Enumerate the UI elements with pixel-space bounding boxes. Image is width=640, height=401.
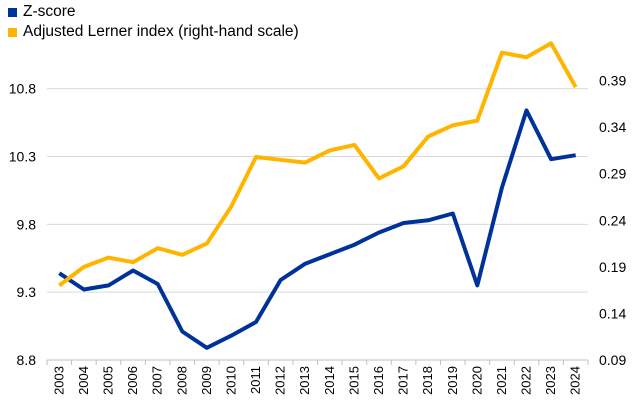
right-tick-label: 0.39	[599, 73, 626, 89]
chart-legend: Z-score Adjusted Lerner index (right-han…	[8, 2, 299, 42]
x-tick-label: 2016	[371, 366, 386, 395]
right-tick-label: 0.29	[599, 166, 626, 182]
x-tick-label: 2006	[125, 366, 140, 395]
x-tick-label: 2003	[51, 366, 66, 395]
legend-swatch-lerner	[8, 27, 17, 37]
x-tick-label: 2013	[297, 366, 312, 395]
legend-label-zscore: Z-score	[23, 3, 76, 20]
left-tick-label: 9.8	[17, 216, 37, 232]
right-tick-label: 0.14	[599, 305, 626, 321]
left-tick-label: 10.3	[9, 149, 36, 165]
x-tick-label: 2007	[150, 366, 165, 395]
left-tick-label: 10.8	[9, 81, 36, 97]
right-axis-labels: 0.09 0.14 0.19 0.24 0.29 0.34 0.39	[599, 73, 626, 368]
x-tick-label: 2012	[273, 366, 288, 395]
x-tick-label: 2024	[568, 366, 583, 395]
right-tick-label: 0.34	[599, 119, 626, 135]
left-tick-label: 9.3	[17, 284, 37, 300]
legend-item-zscore: Z-score	[8, 2, 299, 22]
x-axis-labels: 2003 2004 2005 2006 2007 2008 2009 2010 2011 2012…	[51, 366, 582, 395]
x-tick-label: 2019	[445, 366, 460, 395]
x-tick-label: 2020	[469, 366, 484, 395]
x-tick-label: 2010	[223, 366, 238, 395]
x-tick-label: 2022	[519, 366, 534, 395]
x-tick-label: 2005	[100, 366, 115, 395]
left-axis-labels: 8.8 9.3 9.8 10.3 10.8	[9, 81, 36, 368]
x-tick-label: 2014	[322, 366, 337, 395]
x-tick-label: 2004	[76, 366, 91, 395]
x-tick-label: 2009	[199, 366, 214, 395]
legend-swatch-zscore	[8, 7, 17, 17]
x-tick-label: 2018	[420, 366, 435, 395]
left-tick-label: 8.8	[17, 352, 37, 368]
right-tick-label: 0.09	[599, 352, 626, 368]
right-tick-label: 0.19	[599, 259, 626, 275]
x-tick-label: 2011	[248, 366, 263, 394]
legend-item-lerner: Adjusted Lerner index (right-hand scale)	[8, 22, 299, 42]
legend-label-lerner: Adjusted Lerner index (right-hand scale)	[23, 23, 299, 40]
series-line-lerner	[58, 41, 578, 288]
x-tick-label: 2023	[543, 366, 558, 395]
series-line-zscore	[58, 108, 577, 350]
x-tick-label: 2021	[494, 366, 509, 395]
right-tick-label: 0.24	[599, 212, 626, 228]
grid-lines	[46, 88, 589, 365]
x-tick-label: 2015	[346, 366, 361, 395]
x-tick-label: 2017	[396, 366, 411, 395]
series-lines	[58, 41, 578, 350]
x-tick-label: 2008	[174, 366, 189, 395]
